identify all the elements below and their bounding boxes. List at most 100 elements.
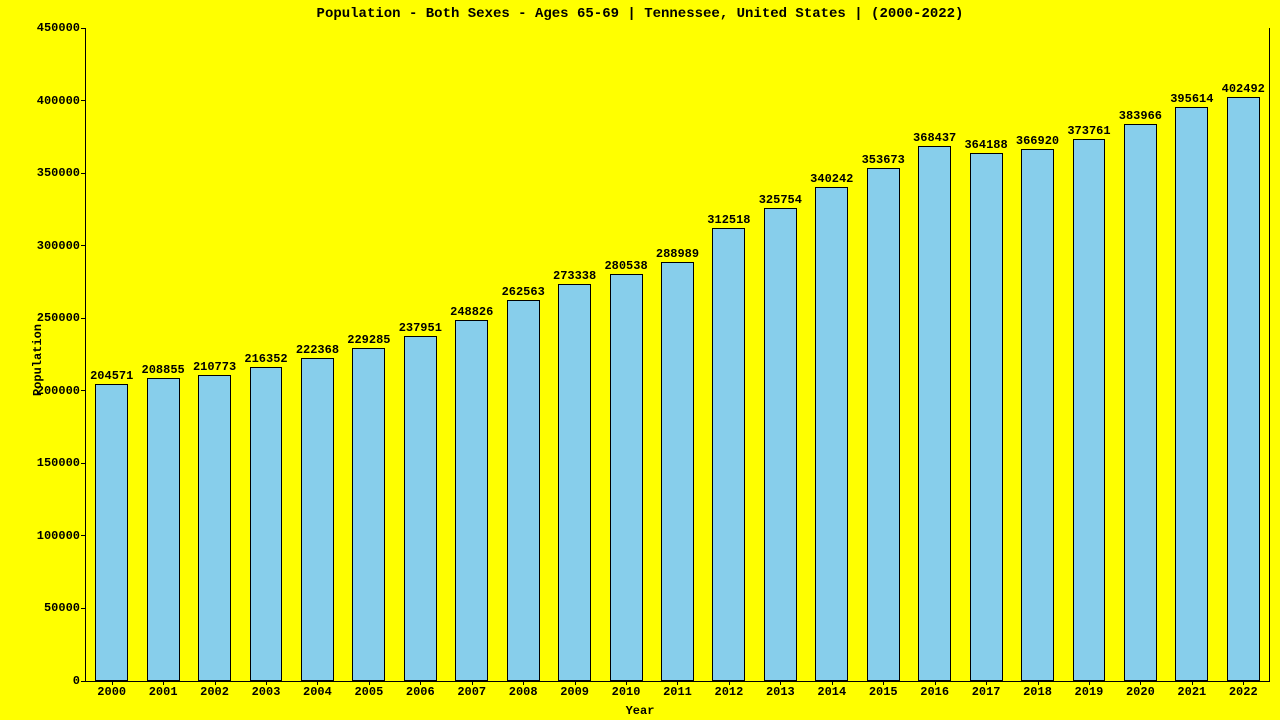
x-tick-label: 2007 [457, 685, 486, 699]
y-tick-mark [81, 390, 86, 391]
x-tick-label: 2008 [509, 685, 538, 699]
x-tick-mark [1192, 681, 1193, 685]
y-tick-mark [81, 100, 86, 101]
bar-slot: 3839662020 [1115, 28, 1166, 681]
bar-slot: 2488262007 [446, 28, 497, 681]
bar: 229285 [352, 348, 385, 681]
bar: 210773 [198, 375, 231, 681]
bar-slot: 3684372016 [909, 28, 960, 681]
bar-value-label: 262563 [502, 285, 545, 299]
bar: 222368 [301, 358, 334, 681]
y-tick-label: 400000 [37, 94, 80, 108]
bar: 204571 [95, 384, 128, 681]
x-tick-label: 2012 [715, 685, 744, 699]
bar: 288989 [661, 262, 694, 681]
bar-slot: 2805382010 [600, 28, 651, 681]
x-tick-mark [1140, 681, 1141, 685]
bar: 273338 [558, 284, 591, 681]
bar: 248826 [455, 320, 488, 681]
bar-slot: 2379512006 [395, 28, 446, 681]
y-tick-mark [81, 173, 86, 174]
x-tick-mark [112, 681, 113, 685]
bar-value-label: 280538 [604, 259, 647, 273]
x-tick-mark [523, 681, 524, 685]
x-tick-label: 2017 [972, 685, 1001, 699]
x-tick-label: 2005 [354, 685, 383, 699]
x-tick-label: 2009 [560, 685, 589, 699]
bar: 395614 [1175, 107, 1208, 681]
x-tick-label: 2006 [406, 685, 435, 699]
bar-slot: 3669202018 [1012, 28, 1063, 681]
x-tick-label: 2014 [817, 685, 846, 699]
bar-slot: 2292852005 [343, 28, 394, 681]
x-tick-mark [575, 681, 576, 685]
bar-slot: 3641882017 [960, 28, 1011, 681]
x-tick-mark [677, 681, 678, 685]
x-tick-label: 2020 [1126, 685, 1155, 699]
x-tick-label: 2001 [149, 685, 178, 699]
x-tick-mark [883, 681, 884, 685]
bar-slot: 2223682004 [292, 28, 343, 681]
y-tick-label: 0 [73, 674, 80, 688]
bar-value-label: 237951 [399, 321, 442, 335]
bar: 280538 [610, 274, 643, 681]
y-tick-mark [81, 245, 86, 246]
bar-value-label: 373761 [1067, 124, 1110, 138]
bar-slot: 2733382009 [549, 28, 600, 681]
bar-slot: 4024922022 [1218, 28, 1269, 681]
y-tick-label: 300000 [37, 239, 80, 253]
x-tick-mark [472, 681, 473, 685]
x-tick-mark [780, 681, 781, 685]
x-tick-label: 2016 [920, 685, 949, 699]
bar-slot: 2045712000 [86, 28, 137, 681]
bar-value-label: 216352 [244, 352, 287, 366]
bar-value-label: 248826 [450, 305, 493, 319]
x-tick-mark [369, 681, 370, 685]
bar-value-label: 340242 [810, 172, 853, 186]
bar: 262563 [507, 300, 540, 681]
x-tick-mark [935, 681, 936, 685]
bar-value-label: 395614 [1170, 92, 1213, 106]
population-bar-chart: Population - Both Sexes - Ages 65-69 | T… [0, 0, 1280, 720]
bar: 325754 [764, 208, 797, 681]
chart-title: Population - Both Sexes - Ages 65-69 | T… [0, 6, 1280, 22]
y-tick-label: 350000 [37, 166, 80, 180]
bar-value-label: 288989 [656, 247, 699, 261]
x-tick-label: 2004 [303, 685, 332, 699]
bar-slot: 2088552001 [137, 28, 188, 681]
bar-value-label: 273338 [553, 269, 596, 283]
bar-slot: 2107732002 [189, 28, 240, 681]
bar: 340242 [815, 187, 848, 681]
y-tick-label: 150000 [37, 456, 80, 470]
bar-slot: 2625632008 [497, 28, 548, 681]
bar-value-label: 364188 [964, 138, 1007, 152]
bar-slot: 3956142021 [1166, 28, 1217, 681]
x-tick-mark [215, 681, 216, 685]
x-tick-mark [832, 681, 833, 685]
bar-value-label: 312518 [707, 213, 750, 227]
bar: 373761 [1073, 139, 1106, 681]
bar-value-label: 208855 [142, 363, 185, 377]
plot-area: 2045712000208855200121077320022163522003… [85, 28, 1270, 682]
bar: 237951 [404, 336, 437, 681]
bar: 383966 [1124, 124, 1157, 681]
bar-value-label: 229285 [347, 333, 390, 347]
y-tick-mark [81, 318, 86, 319]
bar: 353673 [867, 168, 900, 681]
y-tick-label: 200000 [37, 384, 80, 398]
bar-value-label: 368437 [913, 131, 956, 145]
bar-value-label: 383966 [1119, 109, 1162, 123]
y-tick-label: 100000 [37, 529, 80, 543]
x-tick-label: 2010 [612, 685, 641, 699]
bar-slot: 3257542013 [755, 28, 806, 681]
bar-value-label: 402492 [1222, 82, 1265, 96]
x-tick-label: 2018 [1023, 685, 1052, 699]
bar-slot: 3536732015 [858, 28, 909, 681]
bar-slot: 3402422014 [806, 28, 857, 681]
bar: 312518 [712, 228, 745, 681]
x-tick-mark [420, 681, 421, 685]
x-tick-label: 2022 [1229, 685, 1258, 699]
x-tick-label: 2000 [97, 685, 126, 699]
x-tick-mark [317, 681, 318, 685]
x-tick-mark [163, 681, 164, 685]
